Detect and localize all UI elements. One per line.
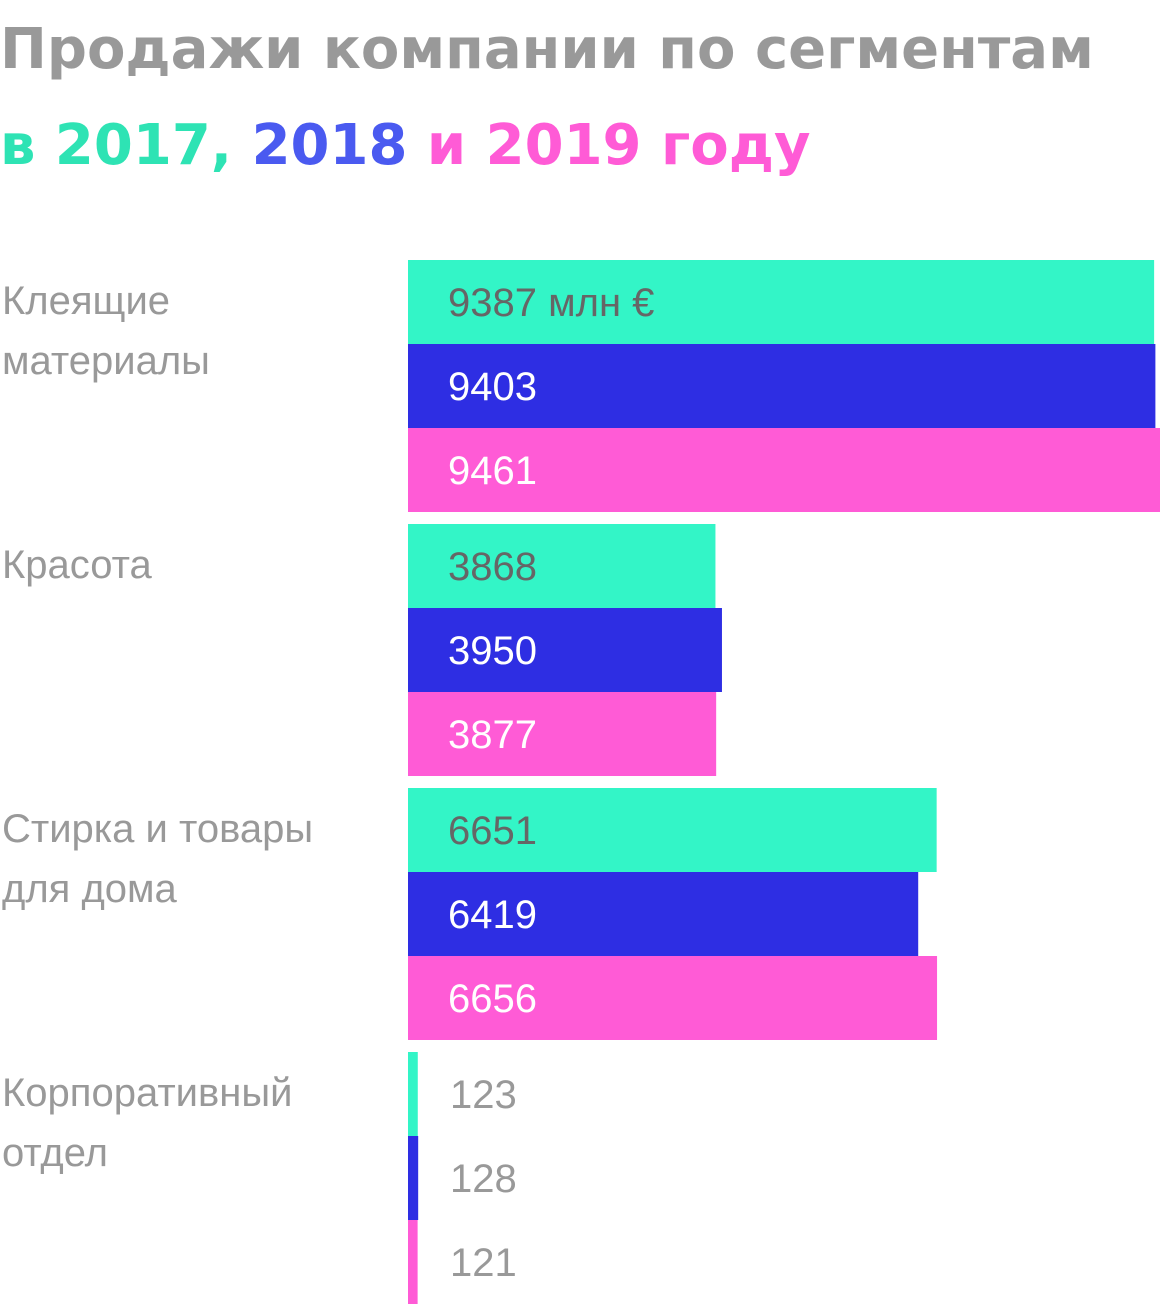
category-label-line: отдел [2,1131,108,1175]
value-label-2019: 3877 [448,713,537,757]
bar-2018 [408,872,919,956]
category-label-line: Стирка и товары [2,807,313,851]
category-label-line: материалы [2,339,210,383]
bar-2017 [408,788,937,872]
title-line-1: Продажи компании по сегментам [0,17,1094,82]
bar-2019 [408,956,938,1040]
title-part-1: 2018 [251,113,408,178]
bar-2018 [408,608,722,692]
value-label-2019: 9461 [448,449,537,493]
bar-2018 [408,1136,419,1220]
bar-2017 [408,524,716,608]
value-label-2017: 6651 [448,809,537,853]
value-label-2019: 6656 [448,977,537,1021]
value-label-2017: 3868 [448,545,537,589]
value-label-2018: 3950 [448,629,537,673]
bar-2019 [408,692,717,776]
bar-2019 [408,428,1160,512]
title-part-0: в 2017, [0,113,252,178]
bar-2017 [408,1052,418,1136]
category-label: Корпоративный отдел [2,1071,292,1175]
category-label: Стирка и товары для дома [2,807,313,911]
value-label-2017: 9387 млн € [448,281,654,325]
title-part-2: и 2019 году [407,113,811,178]
value-label-2018: 9403 [448,365,537,409]
category-label-line: Клеящие [2,279,170,323]
category-label-line: Красота [2,543,152,587]
value-label-2018: 6419 [448,893,537,937]
title-line-2: в 2017, 2018 и 2019 году [0,118,810,174]
bar-2019 [408,1220,418,1304]
category-label: Красота [2,543,152,587]
bar-2017 [408,260,1155,344]
value-label-2018: 128 [450,1157,517,1201]
category-label-line: Корпоративный [2,1071,292,1115]
bar-2018 [408,344,1156,428]
value-label-2019: 121 [450,1241,517,1285]
category-label-line: для дома [2,867,178,911]
value-label-2017: 123 [450,1073,517,1117]
category-label: Клеящие материалы [2,279,210,383]
